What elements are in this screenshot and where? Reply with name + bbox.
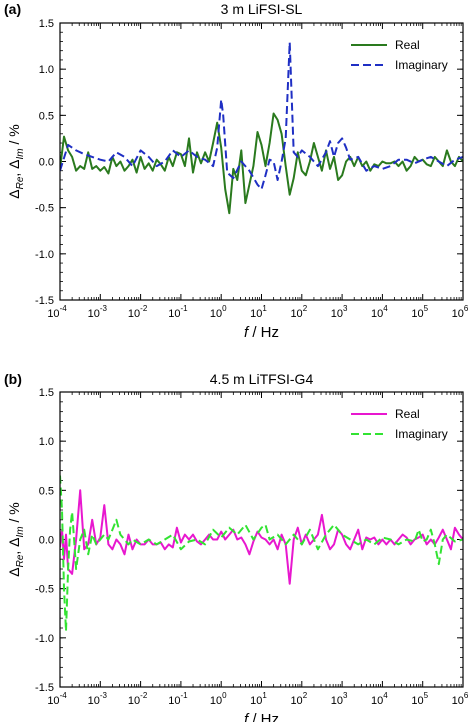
y-label-sep: , (6, 547, 22, 555)
x-tick-exponent: -3 (100, 691, 108, 700)
y-tick-label: 0.5 (39, 485, 54, 497)
x-tick-exponent: 6 (464, 304, 469, 313)
legend-label-imaginary: Imaginary (395, 427, 448, 441)
x-axis-label-var: f (244, 324, 250, 341)
x-tick-label: 10-1 (168, 691, 188, 707)
x-tick-exponent: 0 (222, 691, 227, 700)
y-tick-label: 1.5 (39, 387, 54, 399)
x-tick-exponent: 6 (464, 691, 469, 700)
x-tick-exponent: 3 (343, 691, 348, 700)
x-tick-exponent: -3 (100, 304, 108, 313)
x-tick-label: 101 (250, 691, 267, 707)
x-tick-exponent: -4 (60, 691, 68, 700)
y-label-unit: / % (6, 124, 22, 148)
x-tick-exponent: 2 (303, 691, 308, 700)
x-tick-label: 10-1 (168, 304, 188, 320)
chart-panel-0: (a) 3 m LiFSI-SL 1.5 1.0 0.5 0.0 -0.5 -1.0 -1.5 1… (4, 1, 469, 341)
y-label-unit: / % (6, 502, 22, 526)
legend-label-imaginary: Imaginary (395, 58, 448, 72)
legend-label-real: Real (395, 407, 420, 421)
y-label-sub-re: Re (15, 554, 26, 567)
x-axis-label-unit: / Hz (248, 711, 279, 722)
x-tick-exponent: -1 (180, 691, 188, 700)
x-tick-label: 102 (290, 691, 307, 707)
series-line-real (60, 112, 463, 215)
y-tick-label: 0.0 (39, 535, 54, 547)
x-tick-exponent: 2 (303, 304, 308, 313)
x-tick-exponent: -2 (140, 691, 148, 700)
x-tick-label: 10-3 (88, 691, 108, 707)
x-tick-label: 103 (331, 691, 348, 707)
legend-label-real: Real (395, 38, 420, 52)
x-tick-exponent: 3 (343, 304, 348, 313)
x-tick-label: 100 (210, 691, 227, 707)
x-tick-label: 104 (371, 691, 388, 707)
plot-frame (59, 391, 464, 688)
y-tick-label: -0.5 (35, 584, 54, 596)
x-tick-label: 106 (452, 304, 469, 320)
y-label-sep: , (6, 169, 22, 177)
y-label-sub-im: Im (15, 526, 26, 537)
x-tick-label: 10-2 (128, 304, 148, 320)
series-line-imaginary (60, 41, 463, 191)
x-tick-exponent: -1 (180, 304, 188, 313)
chart-title: 4.5 m LiTFSI-G4 (210, 371, 314, 387)
x-tick-label: 106 (452, 691, 469, 707)
x-tick-label: 100 (210, 304, 227, 320)
y-axis-label: ΔRe, ΔIm / % (6, 124, 26, 199)
y-tick-label: -1.5 (35, 295, 54, 307)
panel-label: (a) (4, 1, 21, 17)
y-label-delta-im: Δ (6, 537, 22, 546)
y-tick-label: 1.0 (39, 64, 54, 76)
chart-panel-1: (b) 4.5 m LiTFSI-G4 1.5 1.0 0.5 0.0 -0.5 -1.0 -1… (4, 371, 469, 722)
x-tick-exponent: 5 (424, 304, 429, 313)
y-tick-label: 0.0 (39, 157, 54, 169)
x-tick-label: 102 (290, 304, 307, 320)
x-tick-exponent: 5 (424, 691, 429, 700)
panel-label: (b) (4, 371, 22, 387)
x-tick-label: 103 (331, 304, 348, 320)
x-tick-exponent: -2 (140, 304, 148, 313)
y-tick-label: 0.5 (39, 110, 54, 122)
x-tick-label: 104 (371, 304, 388, 320)
y-label-sub-im: Im (15, 148, 26, 159)
y-label-sub-re: Re (15, 176, 26, 189)
x-tick-exponent: 4 (383, 691, 388, 700)
x-tick-exponent: 4 (383, 304, 388, 313)
x-axis-label: f / Hz (244, 711, 279, 722)
y-tick-label: -0.5 (35, 203, 54, 215)
x-tick-label: 101 (250, 304, 267, 320)
series-line-real (60, 489, 463, 585)
plot-frame (59, 22, 464, 301)
x-tick-label: 105 (411, 691, 428, 707)
y-tick-label: -1.0 (35, 633, 54, 645)
y-label-delta-re: Δ (6, 189, 22, 198)
x-axis-label: f / Hz (244, 324, 279, 341)
y-tick-label: 1.0 (39, 436, 54, 448)
y-axis-label: ΔRe, ΔIm / % (6, 502, 26, 577)
x-tick-exponent: 1 (262, 691, 267, 700)
chart-title: 3 m LiFSI-SL (221, 1, 303, 17)
x-tick-label: 10-2 (128, 691, 148, 707)
x-tick-label: 105 (411, 304, 428, 320)
x-axis-label-var: f (244, 711, 250, 722)
x-tick-exponent: 0 (222, 304, 227, 313)
y-tick-label: 1.5 (39, 18, 54, 30)
series-line-imaginary (60, 475, 463, 632)
x-axis-label-unit: / Hz (248, 324, 279, 341)
y-tick-label: -1.0 (35, 249, 54, 261)
y-label-delta-re: Δ (6, 567, 22, 576)
y-tick-label: -1.5 (35, 682, 54, 694)
x-tick-label: 10-3 (88, 304, 108, 320)
y-label-delta-im: Δ (6, 159, 22, 168)
x-tick-exponent: -4 (60, 304, 68, 313)
x-tick-exponent: 1 (262, 304, 267, 313)
